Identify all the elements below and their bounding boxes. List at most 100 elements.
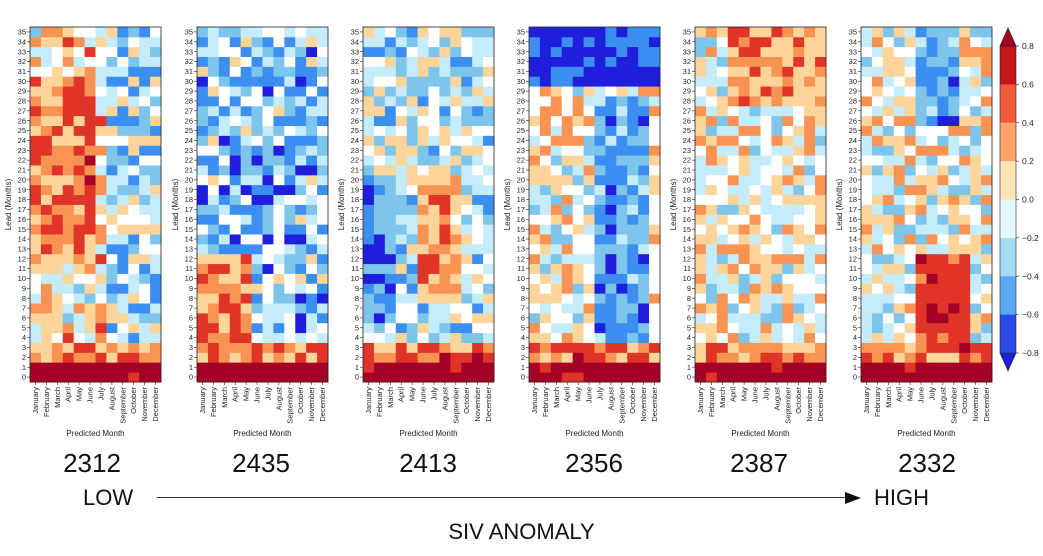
heatmap-cell (760, 27, 772, 38)
heatmap-cell (472, 36, 484, 48)
heatmap-cell (539, 155, 552, 166)
y-tick-label: 27 (351, 106, 359, 115)
heatmap-panels: 0123456789101112131415161718192021222324… (4, 26, 993, 438)
heatmap-cell (240, 96, 252, 107)
heatmap-cell (73, 86, 85, 97)
y-tick-label: 32 (683, 57, 691, 66)
heatmap-cell (30, 36, 42, 48)
heatmap-cell (207, 332, 220, 343)
heatmap-cell (904, 283, 916, 294)
heatmap-cell (207, 352, 220, 363)
heatmap-cell (649, 332, 661, 343)
heatmap-cell (40, 145, 53, 156)
x-tick-label: January (530, 387, 539, 414)
heatmap-cell (73, 283, 85, 294)
heatmap-cell (428, 263, 440, 274)
heatmap-cell (760, 56, 772, 67)
heatmap-cell (117, 283, 129, 294)
heatmap-cell (981, 194, 993, 205)
heatmap-cell (450, 224, 462, 235)
heatmap-cell (150, 352, 162, 363)
heatmap-cell (207, 214, 220, 225)
heatmap-cell (616, 96, 628, 107)
heatmap-cell (594, 204, 606, 215)
heatmap-cell (284, 342, 296, 353)
heatmap-cell (472, 76, 484, 87)
heatmap-cell (695, 372, 707, 383)
heatmap-cell (51, 204, 64, 215)
heatmap-cell (738, 342, 750, 353)
heatmap-cell (428, 56, 440, 67)
heatmap-cell (128, 96, 140, 107)
heatmap-cell (40, 322, 53, 334)
heatmap-cell (139, 27, 151, 38)
y-tick-label: 28 (517, 97, 525, 106)
heatmap-cell (904, 303, 916, 314)
heatmap-cell (771, 312, 783, 324)
panel-label-2: 2435 (232, 448, 290, 478)
heatmap-cell (926, 105, 938, 117)
heatmap-cell (273, 273, 285, 284)
heatmap-cell (229, 322, 242, 334)
heatmap-cell (948, 293, 960, 304)
heatmap-cell (638, 312, 650, 324)
heatmap-cell (561, 322, 574, 334)
heatmap-cell (638, 145, 650, 156)
heatmap-cell (749, 135, 761, 146)
heatmap-cell (904, 56, 916, 67)
heatmap-cell (861, 204, 873, 215)
heatmap-cell (749, 204, 761, 215)
heatmap-cell (705, 145, 718, 156)
heatmap-cell (273, 253, 285, 265)
heatmap-cell (450, 253, 462, 265)
heatmap-cell (84, 76, 96, 87)
heatmap-cell (716, 184, 729, 196)
heatmap-cell (373, 322, 386, 334)
panel-label-3: 2413 (399, 448, 457, 478)
heatmap-cell (450, 76, 462, 87)
heatmap-cell (373, 135, 386, 146)
heatmap-panel-1: 0123456789101112131415161718192021222324… (4, 26, 162, 438)
heatmap-cell (529, 224, 541, 235)
heatmap-cell (616, 253, 628, 265)
heatmap-cell (627, 312, 639, 324)
heatmap-cell (229, 155, 242, 166)
heatmap-cell (550, 224, 563, 235)
heatmap-cell (40, 362, 53, 373)
heatmap-cell (207, 194, 220, 205)
heatmap-cell (95, 96, 107, 107)
heatmap-cell (117, 322, 129, 334)
heatmap-cell (95, 174, 107, 186)
x-tick-label: May (574, 387, 583, 401)
heatmap-cell (373, 36, 386, 48)
heatmap-cell (373, 293, 386, 304)
heatmap-cell (40, 194, 53, 205)
heatmap-cell (550, 145, 563, 156)
heatmap-cell (782, 303, 794, 314)
heatmap-cell (240, 155, 252, 166)
heatmap-cell (40, 293, 53, 304)
heatmap-cell (450, 243, 462, 255)
heatmap-cell (904, 332, 916, 343)
heatmap-cell (649, 105, 661, 117)
heatmap-cell (483, 194, 495, 205)
y-tick-label: 32 (185, 57, 193, 66)
heatmap-cell (363, 165, 375, 176)
heatmap-cell (128, 135, 140, 146)
heatmap-cell (948, 174, 960, 186)
heatmap-cell (73, 312, 85, 324)
heatmap-cell (95, 27, 107, 38)
heatmap-cell (804, 96, 816, 107)
heatmap-cell (30, 293, 42, 304)
heatmap-cell (218, 46, 231, 57)
heatmap-panel-2: 0123456789101112131415161718192021222324… (171, 26, 329, 438)
y-tick-label: 35 (351, 28, 359, 37)
heatmap-cell (40, 96, 53, 107)
heatmap-cell (207, 66, 220, 77)
heatmap-cell (893, 342, 906, 353)
heatmap-cell (959, 174, 971, 186)
y-tick-label: 34 (185, 37, 193, 46)
heatmap-cell (207, 342, 220, 353)
heatmap-cell (273, 96, 285, 107)
y-tick-label: 3 (22, 343, 26, 352)
